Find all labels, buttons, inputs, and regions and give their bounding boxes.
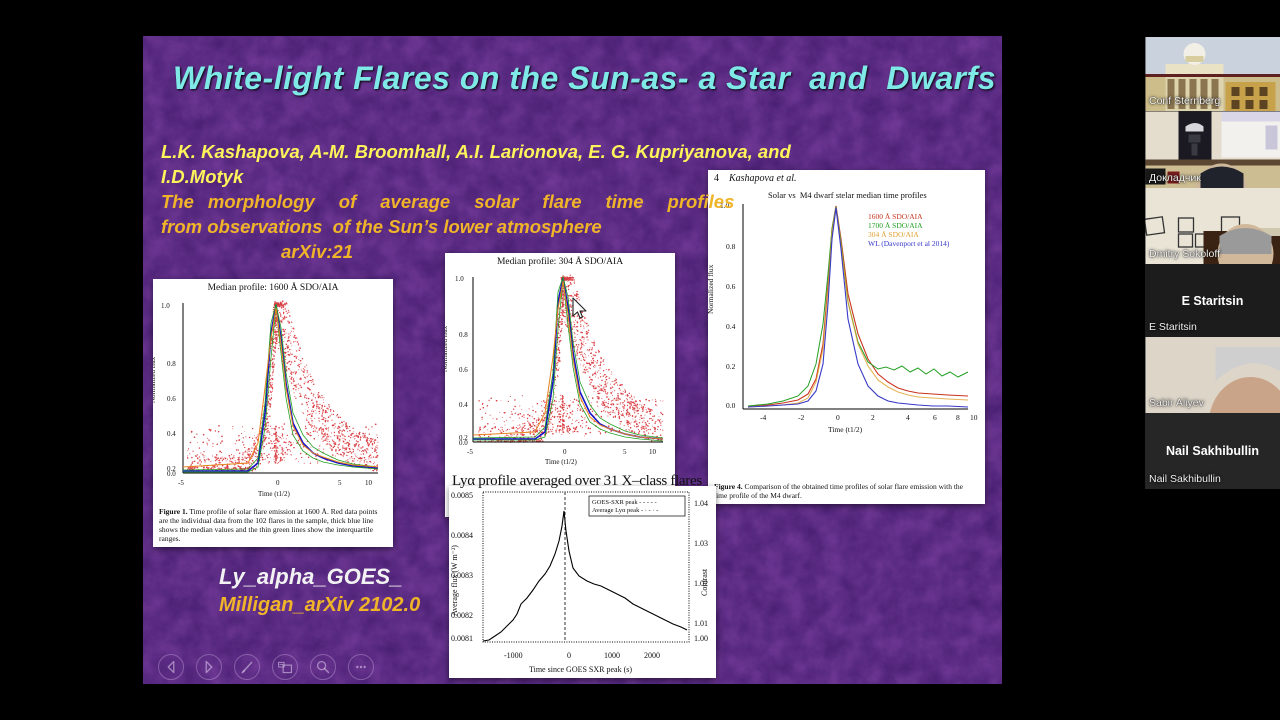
svg-text:1.04: 1.04 — [694, 499, 708, 508]
svg-text:4: 4 — [906, 413, 910, 422]
svg-text:GOES-SXR peak - - - - -: GOES-SXR peak - - - - - — [592, 499, 657, 506]
svg-text:6: 6 — [933, 413, 937, 422]
svg-text:Time (t1/2): Time (t1/2) — [828, 425, 863, 434]
svg-text:0.4: 0.4 — [167, 430, 176, 438]
svg-text:10: 10 — [649, 448, 657, 456]
svg-text:-2: -2 — [798, 413, 804, 422]
svg-text:0: 0 — [276, 479, 280, 487]
svg-text:Average Lyα peak - · - · -: Average Lyα peak - · - · - — [592, 507, 658, 514]
svg-text:0.0085: 0.0085 — [451, 491, 473, 500]
svg-text:2: 2 — [871, 413, 875, 422]
svg-text:1.0: 1.0 — [161, 302, 170, 310]
svg-text:10: 10 — [970, 413, 978, 422]
svg-text:0: 0 — [563, 448, 567, 456]
svg-text:5: 5 — [338, 479, 342, 487]
svg-text:0: 0 — [567, 651, 571, 660]
svg-text:0.6: 0.6 — [459, 366, 468, 374]
svg-text:0.8: 0.8 — [167, 360, 176, 368]
svg-text:8: 8 — [956, 413, 960, 422]
svg-text:Normalized flux: Normalized flux — [445, 325, 449, 372]
svg-text:Time (t1/2): Time (t1/2) — [545, 458, 577, 466]
svg-text:0.0084: 0.0084 — [451, 531, 473, 540]
svg-text:Time since GOES SXR peak (s): Time since GOES SXR peak (s) — [529, 665, 632, 674]
svg-text:0.4: 0.4 — [459, 401, 468, 409]
svg-text:-5: -5 — [178, 479, 184, 487]
svg-text:1.00: 1.00 — [694, 634, 708, 643]
svg-text:0.0: 0.0 — [726, 401, 736, 410]
svg-text:1.03: 1.03 — [694, 539, 708, 548]
svg-text:-1000: -1000 — [504, 651, 523, 660]
svg-text:-4: -4 — [760, 413, 766, 422]
svg-text:2000: 2000 — [644, 651, 660, 660]
svg-text:1000: 1000 — [604, 651, 620, 660]
svg-text:0.2: 0.2 — [726, 362, 736, 371]
svg-text:Contrast: Contrast — [700, 568, 709, 596]
svg-text:5: 5 — [623, 448, 627, 456]
svg-text:1.01: 1.01 — [694, 619, 708, 628]
svg-text:Normalized flux: Normalized flux — [708, 264, 715, 314]
svg-text:0.6: 0.6 — [726, 282, 736, 291]
svg-text:1.0: 1.0 — [455, 275, 464, 283]
svg-text:Normalized flux: Normalized flux — [153, 356, 157, 403]
svg-text:0.4: 0.4 — [726, 322, 736, 331]
svg-text:Average flux (W m⁻²): Average flux (W m⁻²) — [450, 545, 459, 616]
svg-text:0.6: 0.6 — [167, 395, 176, 403]
svg-text:0.0081: 0.0081 — [451, 634, 473, 643]
svg-text:0.0: 0.0 — [459, 439, 468, 447]
svg-text:0: 0 — [836, 413, 840, 422]
svg-text:0.0: 0.0 — [167, 470, 176, 478]
svg-text:Time (t1/2): Time (t1/2) — [258, 490, 290, 498]
svg-text:10: 10 — [365, 479, 373, 487]
svg-text:0.8: 0.8 — [459, 331, 468, 339]
svg-text:-5: -5 — [467, 448, 473, 456]
